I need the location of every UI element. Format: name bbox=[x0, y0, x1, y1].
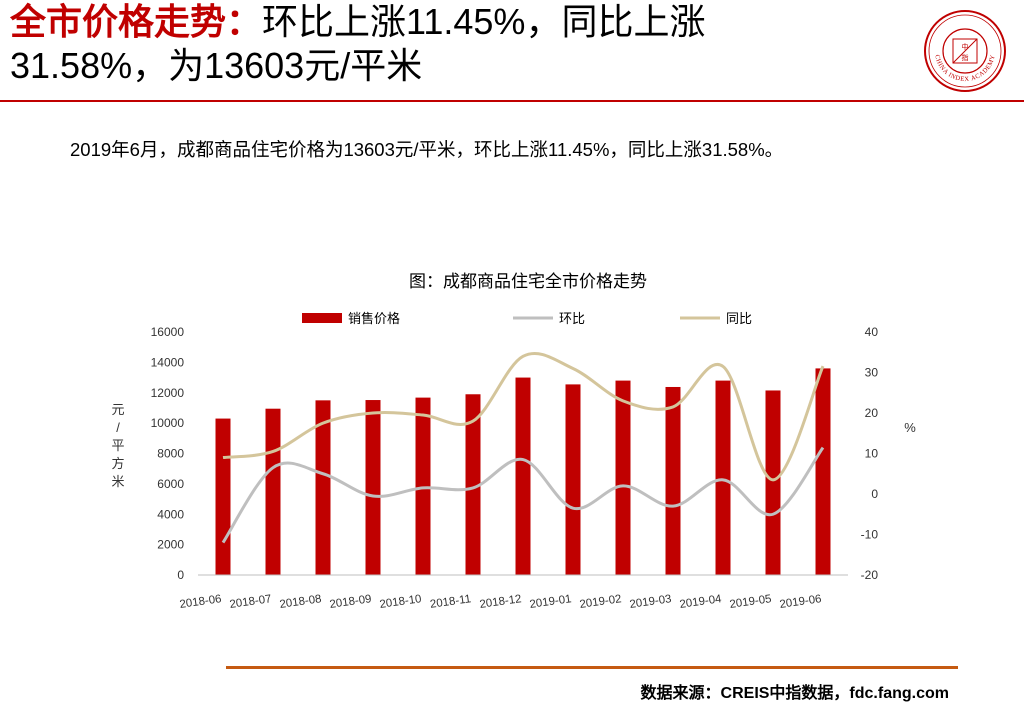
y-tick-label: 2000 bbox=[157, 538, 184, 552]
y-axis-label-char: 元 bbox=[111, 402, 124, 417]
price-bar bbox=[615, 380, 631, 575]
x-tick-label: 2018-08 bbox=[279, 593, 322, 611]
x-tick-label: 2019-03 bbox=[629, 593, 672, 611]
x-tick-label: 2018-09 bbox=[329, 593, 372, 611]
mom-series-line bbox=[221, 446, 825, 544]
title-divider bbox=[0, 100, 1024, 102]
chart-title: 图：成都商品住宅全市价格走势 bbox=[409, 272, 647, 291]
page-title-rest: 环比上涨11.45%，同比上涨 bbox=[262, 1, 706, 42]
y2-tick-label: -10 bbox=[861, 528, 879, 542]
y-axis-label-char: 方 bbox=[111, 456, 124, 471]
x-tick-label: 2018-11 bbox=[429, 593, 472, 611]
price-bar bbox=[565, 384, 581, 575]
price-bar bbox=[665, 386, 681, 575]
price-bar bbox=[815, 368, 831, 575]
yoy-series-line bbox=[222, 351, 825, 482]
x-tick-label: 2018-10 bbox=[379, 593, 422, 611]
data-source: 数据来源：CREIS中指数据，fdc.fang.com bbox=[640, 685, 949, 702]
y-tick-label: 12000 bbox=[151, 386, 185, 400]
price-trend-chart: 图：成都商品住宅全市价格走势销售价格 环比 同比 0 2000 4000 6000 8000 1… bbox=[100, 262, 920, 637]
page-title-highlight: 全市价格走势： bbox=[10, 1, 263, 42]
y-tick-label: 0 bbox=[177, 568, 184, 582]
y-tick-label: 10000 bbox=[151, 416, 185, 430]
y-tick-label: 4000 bbox=[157, 507, 184, 521]
x-tick-label: 2018-12 bbox=[479, 593, 522, 611]
legend-label-yoy: 同比 bbox=[726, 311, 752, 326]
x-tick-label: 2019-06 bbox=[779, 593, 822, 611]
y-axis-label-char: 米 bbox=[111, 474, 124, 489]
price-bar bbox=[715, 380, 731, 575]
price-bar bbox=[515, 377, 531, 575]
legend-label-mom: 环比 bbox=[559, 311, 585, 326]
price-bar bbox=[765, 390, 781, 575]
x-tick-label: 2019-02 bbox=[579, 593, 622, 611]
y2-tick-label: 30 bbox=[865, 366, 879, 380]
y-tick-label: 14000 bbox=[151, 355, 185, 369]
y2-tick-label: 40 bbox=[865, 325, 879, 339]
page-title-line-1: 全市价格走势：环比上涨11.45%，同比上涨 bbox=[10, 0, 890, 44]
price-bar bbox=[315, 400, 331, 575]
price-bar bbox=[265, 408, 281, 575]
y-axis-label-char: 平 bbox=[111, 438, 124, 453]
price-bar bbox=[215, 418, 231, 575]
x-tick-label: 2019-05 bbox=[729, 593, 772, 611]
y2-tick-label: -20 bbox=[861, 568, 879, 582]
x-tick-label: 2018-07 bbox=[229, 593, 272, 611]
y-axis-label-char: / bbox=[116, 420, 120, 435]
y2-tick-label: 20 bbox=[865, 406, 879, 420]
china-index-academy-seal-icon: 中 指 CHINA INDEX ACADEMY bbox=[922, 8, 1008, 94]
y-tick-label: 8000 bbox=[157, 447, 184, 461]
price-bar bbox=[465, 394, 481, 575]
x-tick-label: 2019-04 bbox=[679, 593, 723, 611]
page-title-line-2: 31.58%，为13603元/平米 bbox=[10, 45, 423, 86]
y2-tick-label: 0 bbox=[871, 487, 878, 501]
legend-label-price: 销售价格 bbox=[348, 311, 400, 326]
svg-text:中: 中 bbox=[962, 42, 969, 51]
y2-tick-label: 10 bbox=[865, 447, 879, 461]
price-bar bbox=[365, 400, 381, 575]
svg-text:指: 指 bbox=[962, 53, 969, 62]
footer-divider bbox=[226, 666, 958, 669]
y-tick-label: 6000 bbox=[157, 477, 184, 491]
price-bar bbox=[415, 397, 431, 575]
x-tick-label: 2018-06 bbox=[179, 593, 222, 611]
y-tick-label: 16000 bbox=[151, 325, 185, 339]
page-title: 全市价格走势：环比上涨11.45%，同比上涨 31.58%，为13603元/平米 bbox=[10, 0, 890, 88]
summary-text: 2019年6月，成都商品住宅价格为13603元/平米，环比上涨11.45%，同比… bbox=[70, 139, 784, 160]
legend-swatch-price bbox=[302, 313, 342, 323]
x-tick-label: 2019-01 bbox=[529, 593, 572, 611]
y2-axis-label: % bbox=[904, 420, 916, 435]
